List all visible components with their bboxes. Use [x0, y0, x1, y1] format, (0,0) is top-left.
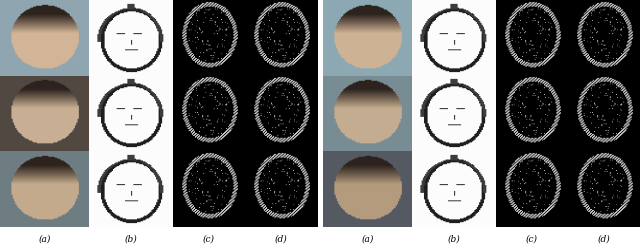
- Text: (b): (b): [447, 235, 460, 244]
- Text: (d): (d): [598, 235, 611, 244]
- Text: (d): (d): [275, 235, 287, 244]
- Text: (a): (a): [38, 235, 51, 244]
- Text: (c): (c): [203, 235, 215, 244]
- Text: (c): (c): [526, 235, 538, 244]
- Text: (b): (b): [124, 235, 137, 244]
- Text: (a): (a): [362, 235, 374, 244]
